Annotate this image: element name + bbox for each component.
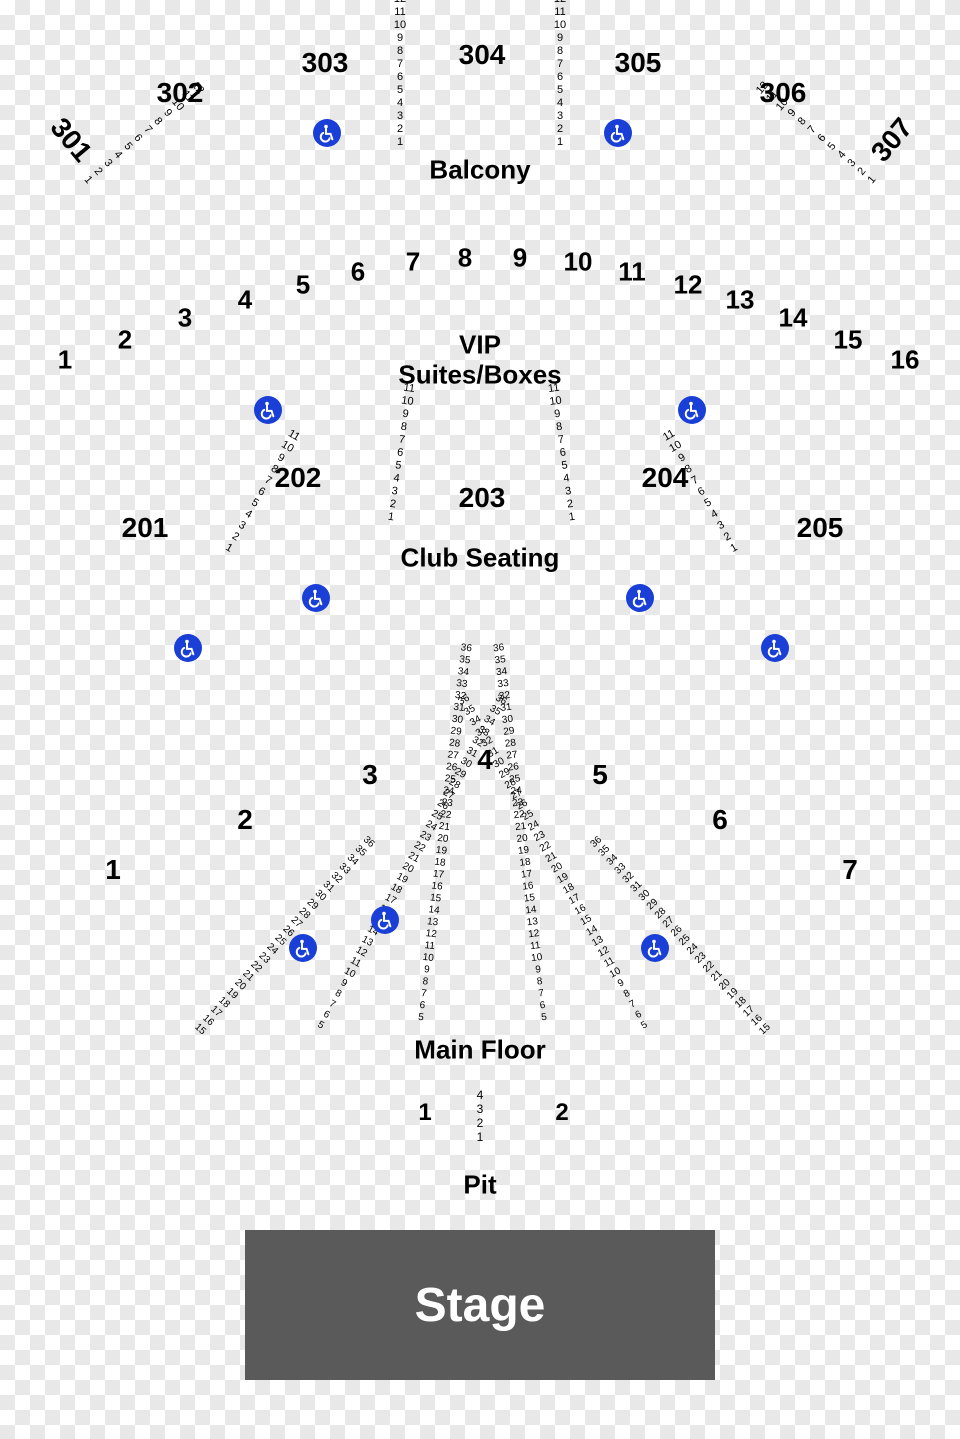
section-label-p2[interactable]: 2 [555,1099,568,1127]
row-num: 5 [541,1013,548,1026]
zone-label-pit: Pit [463,1170,496,1201]
wheelchair-icon [254,396,282,424]
wheelchair-icon [289,934,317,962]
section-label-m2[interactable]: 2 [237,804,253,836]
row-strip-r-m67: 1516171819202122232425262728293031323334… [589,835,774,1039]
row-num: 1 [477,1131,484,1145]
row-strip-r-c204L: 1234567891011 [547,383,579,526]
section-label-b301[interactable]: 301 [44,112,99,168]
section-label-v6[interactable]: 6 [351,257,365,288]
seating-map: Stage Balcony VIPSuites/Boxes Club Seating M… [0,0,960,1439]
zone-label-vip: VIP [459,330,501,361]
section-label-b305[interactable]: 305 [615,47,662,79]
wheelchair-icon [174,634,202,662]
section-label-v4[interactable]: 4 [238,285,252,316]
section-label-b303[interactable]: 303 [302,47,349,79]
section-label-c203[interactable]: 203 [459,482,506,514]
wheelchair-icon [626,584,654,612]
section-label-v8[interactable]: 8 [458,243,472,274]
section-label-v13[interactable]: 13 [726,285,755,316]
section-label-v11[interactable]: 11 [618,257,646,288]
section-label-v2[interactable]: 2 [118,325,132,356]
section-label-v5[interactable]: 5 [296,270,310,301]
row-strip-r-m12: 1516171819202122232425262728293031323334… [191,835,376,1039]
row-num: 1 [557,137,563,150]
section-label-v3[interactable]: 3 [178,303,192,334]
row-num: 4 [477,1089,484,1103]
wheelchair-icon [678,396,706,424]
section-label-b307[interactable]: 307 [865,112,920,168]
section-label-m6[interactable]: 6 [712,804,728,836]
section-label-v16[interactable]: 16 [891,345,920,376]
stage: Stage [245,1230,715,1380]
wheelchair-icon [604,119,632,147]
row-strip-r-b304L: 123456789101112 [554,0,566,150]
zone-label-suites: Suites/Boxes [398,360,561,391]
zone-label-club: Club Seating [401,543,560,574]
row-num: 1 [729,542,741,556]
row-num: 1 [568,512,576,526]
row-num: 1 [866,174,880,187]
section-label-c205[interactable]: 205 [797,512,844,544]
section-label-m7[interactable]: 7 [842,854,858,886]
section-label-v10[interactable]: 10 [564,247,593,278]
section-label-m5[interactable]: 5 [592,759,608,791]
row-num: 1 [387,512,395,526]
section-label-m3[interactable]: 3 [362,759,378,791]
row-num: 2 [477,1117,484,1131]
section-label-v15[interactable]: 15 [834,325,863,356]
wheelchair-icon [371,906,399,934]
zone-label-balcony: Balcony [429,155,530,186]
section-label-v14[interactable]: 14 [779,303,808,334]
wheelchair-icon [313,119,341,147]
row-num: 3 [477,1103,484,1117]
row-num: 15 [758,1022,774,1038]
row-num: 1 [80,174,94,187]
row-num: 5 [315,1020,326,1033]
row-num: 5 [417,1013,424,1026]
section-label-v1[interactable]: 1 [58,345,72,376]
row-strip-r-b307: 123456789101112 [755,80,882,190]
row-strip-r-b303L: 123456789101112 [394,0,406,150]
section-label-p1[interactable]: 1 [418,1099,431,1127]
row-num: 5 [640,1020,651,1033]
wheelchair-icon [302,584,330,612]
row-strip-r-b301: 123456789101112 [78,80,205,190]
wheelchair-icon [641,934,669,962]
zone-label-mainfloor: Main Floor [414,1035,545,1066]
wheelchair-icon [761,634,789,662]
row-strip-r-c203L: 1234567891011 [384,383,416,526]
row-num: 1 [222,542,234,556]
section-label-v7[interactable]: 7 [406,247,420,278]
row-strip-r-pitC: 1234 [477,1089,484,1145]
row-num: 1 [397,137,403,150]
section-label-c201[interactable]: 201 [122,512,169,544]
section-label-v9[interactable]: 9 [513,243,527,274]
section-label-m1[interactable]: 1 [105,854,121,886]
section-label-b304[interactable]: 304 [459,39,506,71]
section-label-v12[interactable]: 12 [674,270,703,301]
stage-label: Stage [415,1278,546,1333]
